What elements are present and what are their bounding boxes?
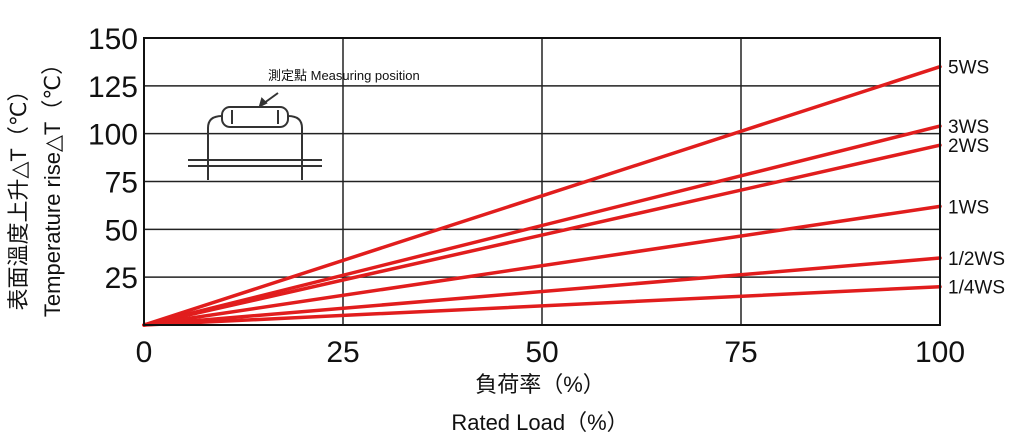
series-lines bbox=[142, 64, 942, 327]
series-line-5 bbox=[142, 284, 942, 327]
plot-frame bbox=[143, 37, 941, 326]
x-tick-label-100: 100 bbox=[915, 336, 965, 369]
x-axis-title-en: Rated Load（%） bbox=[451, 410, 628, 435]
series-label-0: 5WS bbox=[948, 58, 989, 79]
series-label-2: 2WS bbox=[948, 136, 989, 157]
series-label-3: 1WS bbox=[948, 197, 989, 218]
grid bbox=[144, 37, 940, 325]
series-label-4: 1/2WS bbox=[948, 249, 1005, 270]
x-tick-label-0: 0 bbox=[136, 336, 153, 369]
x-tick-label-50: 50 bbox=[525, 336, 558, 369]
series-line-2 bbox=[142, 143, 942, 327]
y-axis-title-en: Temperature rise△T（℃） bbox=[40, 53, 65, 317]
measuring-position-annotation: 測定點 Measuring position bbox=[268, 68, 420, 83]
plot-border bbox=[143, 37, 941, 326]
y-tick-label-100: 100 bbox=[88, 119, 138, 152]
series-label-1: 3WS bbox=[948, 117, 989, 138]
x-tick-label-25: 25 bbox=[326, 336, 359, 369]
series-line-4 bbox=[142, 256, 942, 327]
series-label-5: 1/4WS bbox=[948, 278, 1005, 299]
series-line-1 bbox=[142, 124, 942, 327]
x-axis-title-cn: 負荷率（%） bbox=[475, 372, 605, 397]
y-tick-label-125: 125 bbox=[88, 71, 138, 104]
y-tick-labels: 25 50 75 100 125 150 bbox=[88, 23, 138, 295]
y-tick-label-75: 75 bbox=[105, 167, 138, 200]
series-line-3 bbox=[142, 204, 942, 327]
y-tick-label-25: 25 bbox=[105, 262, 138, 295]
resistor-diagram-icon bbox=[188, 92, 322, 180]
y-tick-label-150: 150 bbox=[88, 23, 138, 56]
x-tick-label-75: 75 bbox=[724, 336, 757, 369]
y-tick-label-50: 50 bbox=[105, 214, 138, 247]
x-tick-labels: 0 25 50 75 100 bbox=[136, 336, 965, 369]
series-line-0 bbox=[142, 64, 942, 327]
y-axis-title-cn: 表面溫度上升△T（℃） bbox=[6, 79, 31, 310]
